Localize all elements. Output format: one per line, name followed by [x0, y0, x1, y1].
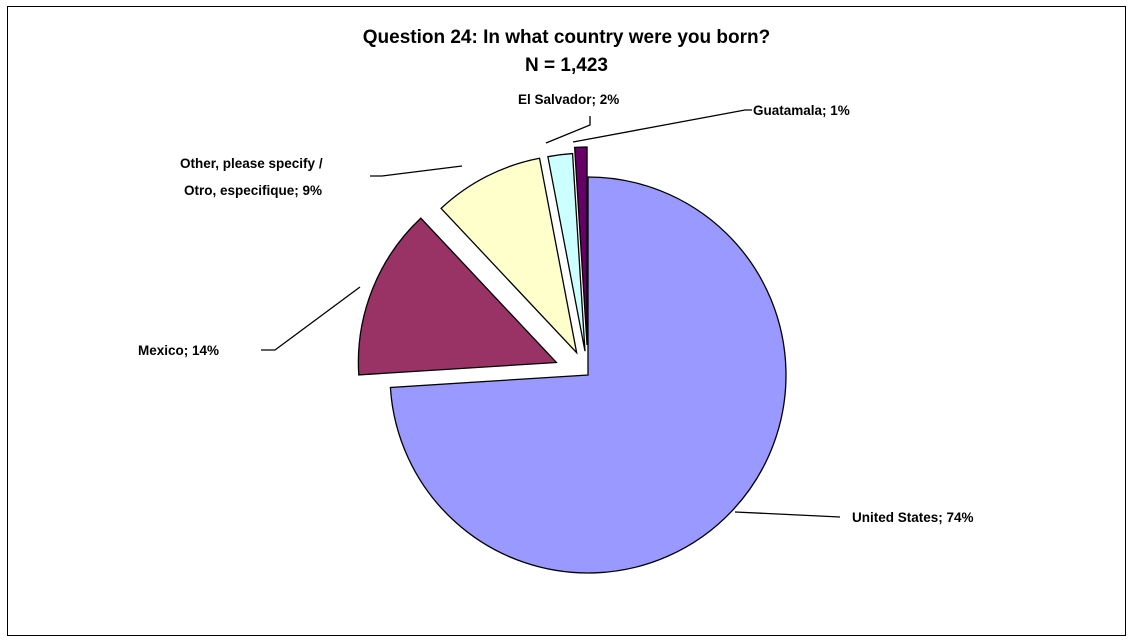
slice-label: Mexico; 14%: [138, 343, 219, 358]
pie-slice: [573, 146, 588, 346]
pie-slice: [389, 176, 787, 574]
chart-subtitle: N = 1,423: [525, 55, 608, 76]
pie-slice: [357, 217, 558, 376]
leader-line: [572, 109, 752, 143]
slice-label: Otro, especifique; 9%: [184, 183, 322, 198]
slice-label: Guatamala; 1%: [753, 103, 850, 118]
leader-line: [734, 511, 841, 518]
leader-line: [545, 116, 591, 144]
slice-label: Other, please specify /: [180, 156, 323, 171]
pie-slice: [440, 157, 578, 355]
pie-slice: [547, 152, 586, 352]
slice-label: El Salvador; 2%: [518, 92, 619, 107]
chart-title: Question 24: In what country were you bo…: [362, 27, 771, 48]
leader-line: [261, 286, 361, 351]
leader-line: [370, 165, 463, 177]
slice-label: United States; 74%: [852, 510, 974, 525]
